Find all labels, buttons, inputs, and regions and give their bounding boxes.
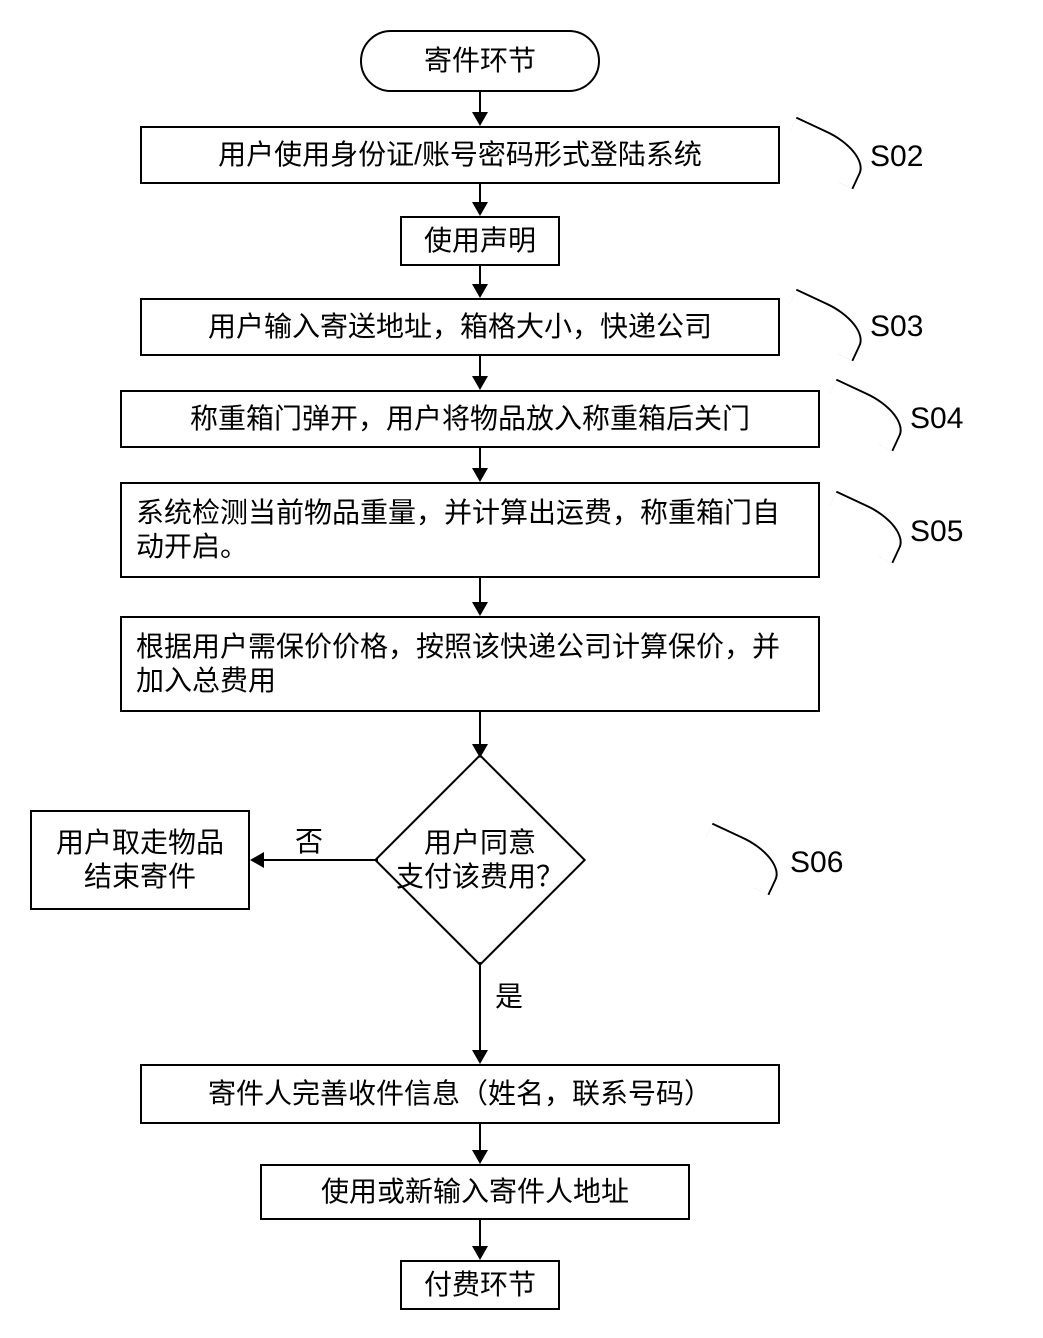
step-label-S03: S03	[870, 310, 923, 344]
arrow-head	[472, 602, 488, 616]
leader-curve	[695, 823, 787, 896]
arrow-head	[472, 468, 488, 482]
arrow-head	[472, 744, 488, 758]
node-n_s03: 用户输入寄送地址，箱格大小，快递公司	[140, 298, 780, 356]
leader-curve	[819, 379, 911, 452]
arrow-head	[250, 852, 264, 868]
arrow-head	[472, 1150, 488, 1164]
node-n_s02: 用户使用身份证/账号密码形式登陆系统	[140, 126, 780, 184]
node-n_s05: 系统检测当前物品重量，并计算出运费，称重箱门自动开启。	[120, 482, 820, 578]
arrow-head	[472, 1246, 488, 1260]
arrow-line	[479, 266, 481, 286]
arrow-head	[472, 112, 488, 126]
step-label-S05: S05	[910, 515, 963, 549]
arrow-line	[479, 1124, 481, 1152]
node-n_pay: 付费环节	[400, 1260, 560, 1310]
leader-curve	[779, 117, 871, 190]
node-n_cancel: 用户取走物品结束寄件	[30, 810, 250, 910]
arrow-line	[479, 578, 481, 604]
step-label-S04: S04	[910, 402, 963, 436]
leader-curve	[819, 491, 911, 564]
arrow-head	[472, 1050, 488, 1064]
flowchart-canvas: 寄件环节用户使用身份证/账号密码形式登陆系统使用声明用户输入寄送地址，箱格大小，…	[20, 20, 1023, 1318]
arrow-line	[479, 448, 481, 470]
arrow-line	[479, 92, 481, 114]
node-n_start: 寄件环节	[360, 30, 600, 92]
arrow-line	[479, 356, 481, 378]
arrow-line	[479, 712, 481, 746]
node-n_addr: 使用或新输入寄件人地址	[260, 1164, 690, 1220]
node-n_s04: 称重箱门弹开，用户将物品放入称重箱后关门	[120, 390, 820, 448]
edge-label-yes: 是	[495, 975, 523, 1015]
edge-label-no: 否	[295, 820, 323, 860]
arrow-head	[472, 284, 488, 298]
leader-curve	[779, 289, 871, 362]
step-label-S02: S02	[870, 140, 923, 174]
step-label-S06: S06	[790, 846, 843, 880]
node-n_ins: 根据用户需保价价格，按照该快递公司计算保价，并加入总费用	[120, 616, 820, 712]
node-n_info: 寄件人完善收件信息（姓名，联系号码）	[140, 1064, 780, 1124]
arrow-head	[472, 376, 488, 390]
arrow-line	[479, 962, 481, 1052]
arrow-line	[479, 184, 481, 204]
arrow-head	[472, 202, 488, 216]
decision-n_dec	[374, 754, 586, 966]
node-n_decl: 使用声明	[400, 216, 560, 266]
arrow-line	[479, 1220, 481, 1248]
